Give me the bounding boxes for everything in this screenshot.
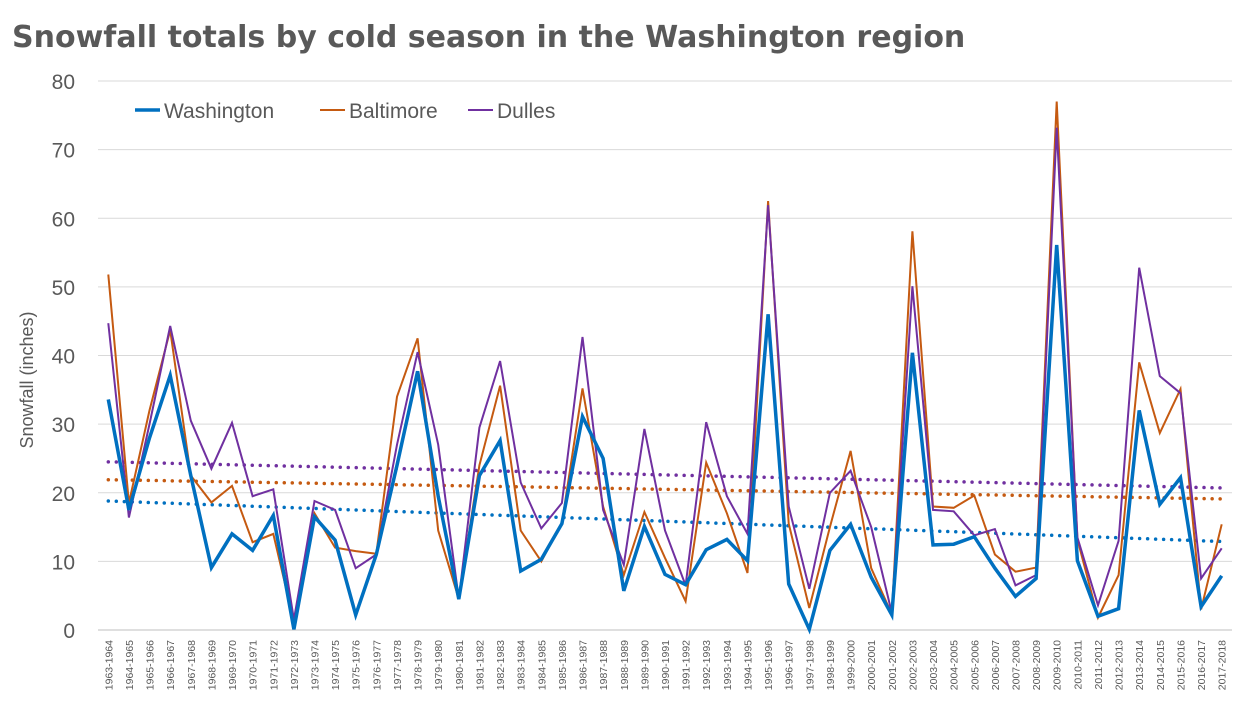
y-tick-label: 50 [52, 277, 75, 300]
y-tick-label: 70 [52, 140, 75, 163]
x-tick-label: 1996-1997 [784, 640, 796, 690]
x-axis-ticks: 1963-1964 1964-1965 1965-1966 1966-1967 1967… [103, 640, 1228, 690]
x-tick-label: 1982-1983 [495, 640, 507, 690]
legend-label-washington: Washington [164, 100, 274, 123]
y-axis-ticks: 0 10 20 30 40 50 60 70 80 [52, 71, 75, 643]
trendlines [106, 460, 1224, 544]
y-tick-label: 10 [52, 551, 75, 574]
series-lines [106, 101, 1224, 635]
x-tick-label: 2016-2017 [1196, 640, 1208, 690]
trendline-baltimore [106, 477, 1224, 501]
series-line-washington [106, 244, 1224, 635]
x-tick-label: 1974-1975 [330, 640, 342, 690]
x-tick-label: 2008-2009 [1031, 640, 1043, 690]
x-tick-label: 1997-1998 [804, 640, 816, 690]
x-tick-label: 1972-1973 [289, 640, 301, 690]
legend-label-baltimore: Baltimore [349, 100, 438, 123]
x-tick-label: 2000-2001 [866, 640, 878, 690]
x-tick-label: 1990-1991 [660, 640, 672, 690]
x-tick-label: 2014-2015 [1155, 640, 1167, 690]
x-tick-label: 1971-1972 [268, 640, 280, 690]
x-tick-label: 1999-2000 [846, 640, 858, 690]
x-tick-label: 1976-1977 [371, 640, 383, 690]
x-tick-label: 2002-2003 [907, 640, 919, 690]
y-tick-label: 20 [52, 483, 75, 506]
x-tick-label: 2015-2016 [1175, 640, 1187, 690]
x-tick-label: 1980-1981 [454, 640, 466, 690]
x-tick-label: 2007-2008 [1011, 640, 1023, 690]
x-tick-label: 1965-1966 [145, 640, 157, 690]
x-tick-label: 1969-1970 [227, 640, 239, 690]
x-tick-label: 1985-1986 [557, 640, 569, 690]
x-tick-label: 2005-2006 [969, 640, 981, 690]
x-tick-label: 1963-1964 [103, 640, 115, 690]
x-tick-label: 1978-1979 [413, 640, 425, 690]
x-tick-label: 1984-1985 [536, 640, 548, 690]
x-tick-label: 2009-2010 [1052, 640, 1064, 690]
x-tick-label: 1992-1993 [701, 640, 713, 690]
x-tick-label: 1977-1978 [392, 640, 404, 690]
y-axis-label: Snowfall (inches) [17, 311, 37, 448]
x-tick-label: 1964-1965 [124, 640, 136, 690]
x-tick-label: 1967-1968 [186, 640, 198, 690]
x-tick-label: 2003-2004 [928, 640, 940, 690]
x-tick-label: 2004-2005 [949, 640, 961, 690]
gridlines [98, 80, 1232, 631]
x-tick-label: 1993-1994 [722, 640, 734, 690]
x-tick-label: 1966-1967 [165, 640, 177, 690]
trendline-dulles [106, 460, 1224, 490]
chart-title: Snowfall totals by cold season in the Wa… [12, 20, 965, 55]
y-tick-label: 30 [52, 414, 75, 437]
x-tick-label: 1968-1969 [206, 640, 218, 690]
x-tick-label: 1973-1974 [309, 640, 321, 690]
trendline-washington [106, 499, 1224, 544]
x-tick-label: 2011-2012 [1093, 640, 1105, 690]
y-tick-label: 60 [52, 208, 75, 231]
x-tick-label: 2001-2002 [887, 640, 899, 690]
x-tick-label: 1979-1980 [433, 640, 445, 690]
x-tick-label: 1998-1999 [825, 640, 837, 690]
x-tick-label: 1988-1989 [619, 640, 631, 690]
x-tick-label: 1981-1982 [474, 640, 486, 690]
x-tick-label: 1970-1971 [248, 640, 260, 690]
y-tick-label: 0 [63, 620, 75, 643]
x-tick-label: 1994-1995 [742, 640, 754, 690]
x-tick-label: 2006-2007 [990, 640, 1002, 690]
x-tick-label: 2017-2018 [1217, 640, 1229, 690]
x-tick-label: 1983-1984 [516, 640, 528, 690]
y-tick-label: 80 [52, 71, 75, 94]
x-tick-label: 1995-1996 [763, 640, 775, 690]
x-tick-label: 1987-1988 [598, 640, 610, 690]
x-tick-label: 1986-1987 [578, 640, 590, 690]
x-tick-label: 2010-2011 [1072, 640, 1084, 690]
y-tick-label: 40 [52, 346, 75, 369]
x-tick-label: 1991-1992 [681, 640, 693, 690]
legend: Washington Baltimore Dulles [135, 100, 555, 123]
x-tick-label: 2012-2013 [1114, 640, 1126, 690]
x-tick-label: 1989-1990 [639, 640, 651, 690]
x-tick-label: 2013-2014 [1134, 640, 1146, 690]
x-tick-label: 1975-1976 [351, 640, 363, 690]
legend-label-dulles: Dulles [497, 100, 555, 123]
